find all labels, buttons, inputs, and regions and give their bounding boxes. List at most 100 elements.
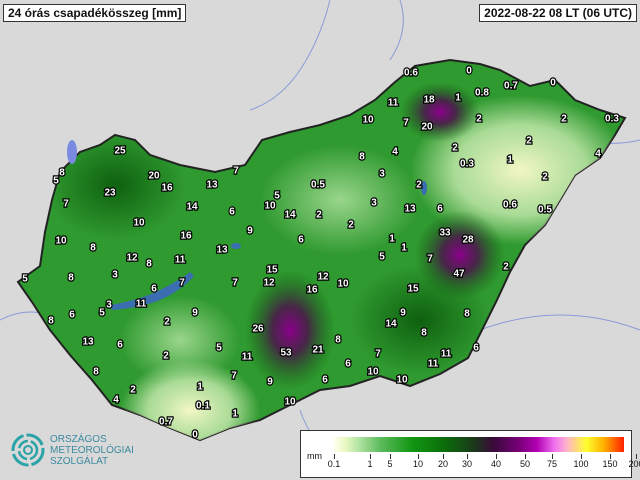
legend-tick [443,454,444,459]
station-value: 10 [55,236,67,247]
legend-tick [496,454,497,459]
station-value: 23 [104,188,116,199]
station-value: 15 [407,284,419,295]
legend-tick [525,454,526,459]
station-value: 0.7 [159,417,173,428]
legend-tick [552,454,553,459]
station-value: 3 [379,169,385,180]
station-value: 3 [371,198,377,209]
logo-spiral-icon [11,433,45,467]
station-value: 10 [367,367,379,378]
station-value: 0.8 [475,88,489,99]
lake-velence [231,243,241,249]
station-value: 5 [99,308,105,319]
station-value: 6 [151,284,157,295]
station-value: 13 [206,180,218,191]
station-value: 0.3 [605,114,619,125]
station-value: 1 [455,93,461,104]
legend-unit: mm [307,451,322,461]
station-value: 8 [48,316,54,327]
omsz-logo: ORSZÁGOS METEOROLÓGIAI SZOLGÁLAT [10,430,170,472]
station-value: 2 [416,180,422,191]
station-value: 4 [392,147,398,158]
station-value: 1 [232,409,238,420]
legend-tick [370,454,371,459]
station-value: 6 [69,310,75,321]
station-value: 10 [396,375,408,386]
station-value: 4 [595,149,601,160]
station-value: 14 [385,319,397,330]
station-value: 2 [452,143,458,154]
station-value: 8 [93,367,99,378]
station-value: 5 [379,252,385,263]
station-value: 13 [216,245,228,256]
legend-tick [581,454,582,459]
station-value: 16 [180,231,192,242]
station-value: 8 [59,168,65,179]
legend-tick [390,454,391,459]
station-value: 6 [473,343,479,354]
station-value: 2 [130,385,136,396]
station-value: 14 [284,210,296,221]
legend-tick-label: 10 [412,459,424,469]
station-value: 21 [312,345,324,356]
legend-tick-label: 75 [546,459,558,469]
station-value: 11 [428,359,439,370]
station-value: 7 [427,254,433,265]
color-legend: mm 0.115102030405075100150200300 [300,430,640,478]
station-value: 8 [359,152,365,163]
station-value: 18 [423,95,435,106]
legend-tick-label: 0.1 [327,459,341,469]
lake-balaton [110,272,194,310]
station-value: 11 [175,255,186,266]
station-value: 2 [526,136,532,147]
station-value: 25 [114,146,126,157]
station-value: 4 [113,395,119,406]
station-value: 0.1 [196,401,210,412]
station-value: 10 [362,115,374,126]
station-value: 3 [112,270,118,281]
station-value: 2 [561,114,567,125]
legend-tick [636,454,637,459]
station-value: 6 [322,375,328,386]
station-value: 53 [280,348,292,359]
station-value: 0.6 [503,200,517,211]
station-value: 1 [389,234,395,245]
logo-line-2: METEOROLÓGIAI [50,445,134,456]
station-value: 11 [388,98,399,109]
station-value: 7 [375,349,381,360]
station-value: 7 [179,278,185,289]
station-value: 0.5 [311,180,325,191]
station-value: 12 [263,278,275,289]
legend-tick-label: 1 [367,459,373,469]
station-value: 9 [400,308,406,319]
station-value: 1 [401,243,407,254]
legend-tick-label: 200 [628,459,640,469]
station-value: 12 [317,272,329,283]
station-value: 8 [146,259,152,270]
lakes [67,140,427,310]
station-value: 11 [242,352,253,363]
legend-tick-label: 20 [437,459,449,469]
station-value: 2 [164,317,170,328]
station-value: 8 [90,243,96,254]
station-value: 2 [163,351,169,362]
station-value: 2 [503,262,509,273]
station-value: 6 [117,340,123,351]
station-value: 0 [466,66,472,77]
station-value: 8 [421,328,427,339]
station-value: 3 [106,300,112,311]
station-value: 10 [284,397,296,408]
legend-tick [610,454,611,459]
legend-tick-label: 100 [573,459,589,469]
station-value: 7 [233,166,239,177]
station-value: 6 [298,235,304,246]
lake-tisza [421,181,427,195]
legend-tick [418,454,419,459]
station-value: 5 [22,274,28,285]
map-title: 24 órás csapadékösszeg [mm] [3,4,187,22]
station-value: 11 [136,299,147,310]
station-value: 2 [316,210,322,221]
legend-tick-label: 40 [490,459,502,469]
